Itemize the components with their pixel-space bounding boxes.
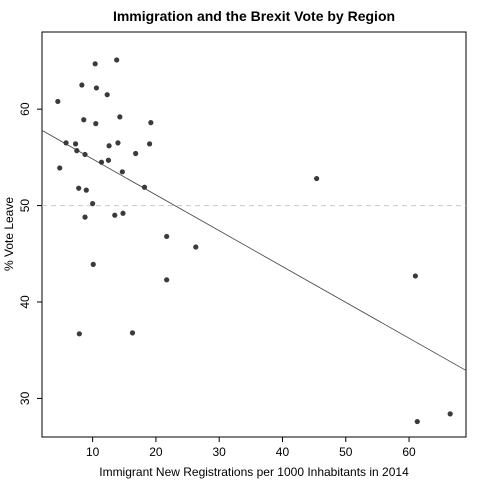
- data-point: [83, 187, 89, 193]
- data-point: [92, 61, 98, 67]
- data-point: [193, 244, 199, 250]
- data-point: [82, 214, 88, 220]
- y-tick-label: 30: [18, 391, 32, 405]
- data-point: [117, 114, 123, 120]
- x-axis-label: Immigrant New Registrations per 1000 Inh…: [99, 465, 409, 479]
- trend-line: [41, 130, 467, 371]
- data-point: [414, 418, 420, 425]
- data-points: [55, 57, 453, 425]
- data-point: [55, 98, 61, 105]
- data-point: [412, 273, 418, 279]
- data-point: [115, 140, 121, 146]
- data-point: [119, 169, 125, 175]
- x-tick-label: 10: [86, 445, 100, 459]
- data-point: [63, 140, 69, 146]
- data-point: [141, 184, 148, 190]
- x-tick-label: 50: [339, 445, 353, 459]
- chart-title: Immigration and the Brexit Vote by Regio…: [113, 8, 395, 24]
- data-point: [164, 233, 170, 240]
- data-point: [105, 157, 112, 163]
- data-point: [57, 165, 63, 171]
- x-axis: 10 20 30 40 50 60: [86, 437, 416, 459]
- data-point: [76, 185, 82, 191]
- data-point: [129, 330, 136, 336]
- data-point: [98, 159, 105, 165]
- data-point: [72, 141, 79, 147]
- data-point: [133, 150, 139, 157]
- x-tick-label: 60: [402, 445, 416, 459]
- data-point: [106, 143, 112, 149]
- data-point: [120, 210, 126, 216]
- y-tick-label: 40: [18, 295, 32, 309]
- y-axis-label: % Vote Leave: [2, 197, 16, 271]
- data-point: [104, 92, 110, 98]
- data-point: [112, 212, 118, 218]
- y-tick-label: 60: [18, 102, 32, 116]
- x-tick-label: 20: [149, 445, 163, 459]
- data-point: [90, 201, 96, 207]
- data-point: [146, 141, 153, 147]
- y-tick-label: 50: [18, 199, 32, 213]
- data-point: [314, 175, 320, 182]
- data-point: [81, 117, 87, 123]
- data-point: [90, 261, 96, 267]
- data-point: [93, 121, 99, 127]
- y-axis: 30 40 50 60: [18, 102, 42, 405]
- plot-area: 10 20 30 40 50 60 30 40 50 60: [18, 31, 467, 459]
- data-point: [93, 85, 100, 91]
- data-point: [82, 151, 88, 158]
- data-point: [74, 148, 80, 154]
- x-tick-label: 40: [276, 445, 290, 459]
- data-point: [148, 120, 154, 126]
- plot-frame: [41, 31, 467, 438]
- data-point: [447, 411, 453, 417]
- data-point: [164, 277, 170, 283]
- data-point: [76, 331, 82, 337]
- data-point: [79, 82, 85, 88]
- data-point: [114, 57, 120, 63]
- x-tick-label: 30: [213, 445, 227, 459]
